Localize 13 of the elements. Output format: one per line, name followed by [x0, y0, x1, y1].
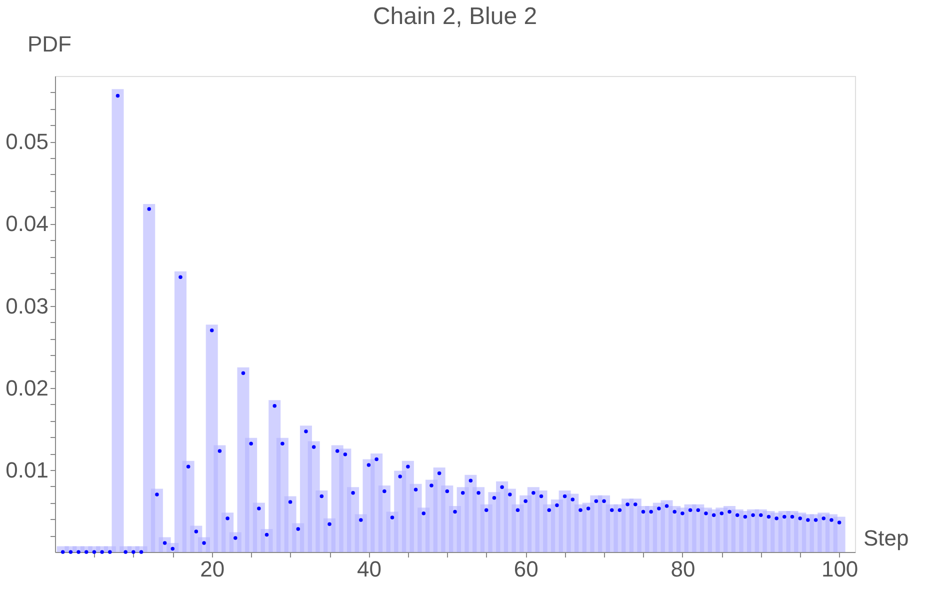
- x-tick-label: 80: [670, 556, 696, 582]
- chart-title: Chain 2, Blue 2: [372, 3, 538, 30]
- x-tick-label: 40: [356, 556, 382, 582]
- x-tick-label: 20: [200, 556, 225, 582]
- x-tick-label: 60: [514, 556, 538, 582]
- y-tick-label: 0.02: [6, 375, 48, 400]
- x-axis-title: Step: [864, 526, 909, 550]
- y-tick-label: 0.01: [6, 457, 48, 482]
- y-tick-label: 0.03: [6, 293, 48, 318]
- y-axis-title: PDF: [28, 32, 72, 56]
- y-tick-label: 0.05: [6, 129, 48, 154]
- y-tick-label: 0.04: [6, 211, 48, 236]
- x-tick-label: 100: [821, 556, 858, 582]
